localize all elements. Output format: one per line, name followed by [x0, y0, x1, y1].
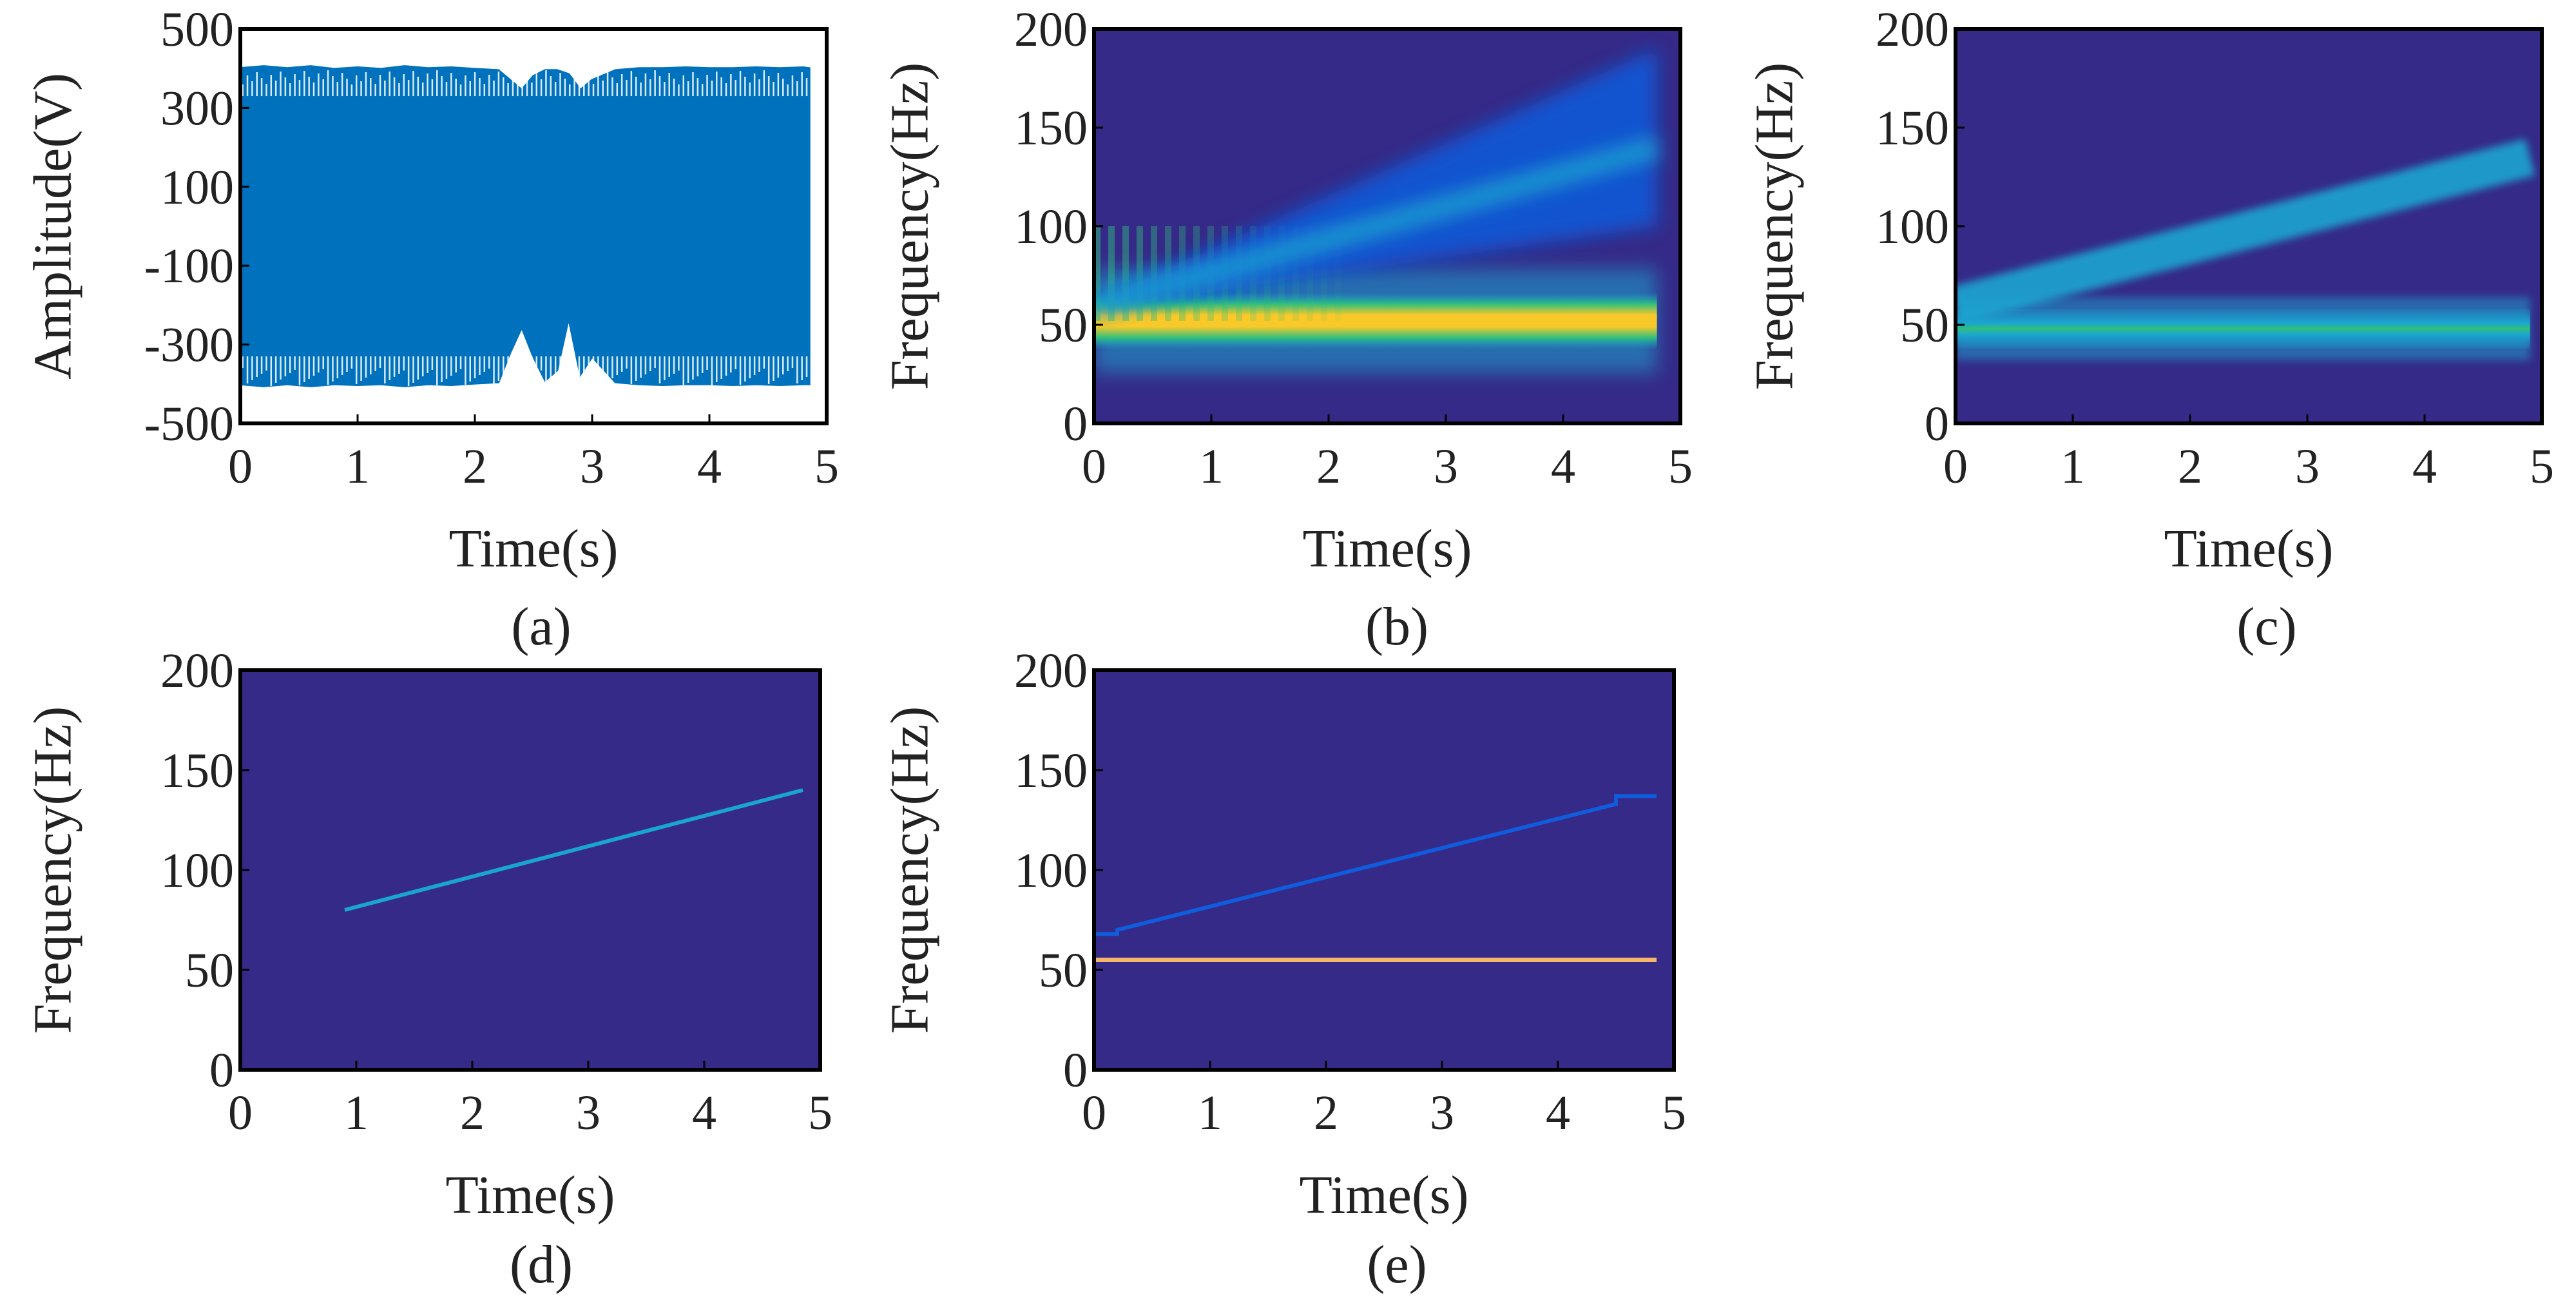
- axes-frame: [238, 27, 829, 425]
- y-tick-label: -300: [144, 318, 234, 372]
- x-tick-label: 5: [814, 440, 839, 494]
- fundamental-band: [1956, 309, 2530, 349]
- x-tick-label: 4: [1551, 440, 1575, 494]
- x-tick-label: 0: [1943, 440, 1968, 494]
- y-tick-label: 0: [1063, 1043, 1088, 1097]
- plot-area-e: [1094, 670, 1674, 1070]
- x-tick-label: 4: [1546, 1086, 1570, 1140]
- x-tick-label: 5: [2530, 440, 2554, 494]
- x-tick-label: 2: [2178, 440, 2202, 494]
- y-axis-label: Frequency(Hz): [879, 706, 939, 1034]
- x-tick-label: 0: [228, 1086, 253, 1140]
- x-tick-label: 3: [576, 1086, 601, 1140]
- plot-area-a: [240, 29, 827, 423]
- x-tick-label: 4: [692, 1086, 716, 1140]
- panel-label-c: (c): [2236, 597, 2296, 657]
- y-tick-label: 0: [1925, 397, 1949, 451]
- fundamental-ripple: [1094, 226, 1101, 321]
- y-tick-label: -100: [144, 239, 234, 293]
- x-tick-label: 1: [1198, 1086, 1222, 1140]
- y-tick-label: 0: [1063, 397, 1088, 451]
- panel-b: 0 1 2 3 4 5050100150200Time(s)Frequency(Hz)(b…: [879, 3, 1693, 657]
- fundamental-ripple: [1137, 226, 1143, 321]
- plot-area-b: [1094, 29, 1680, 423]
- x-tick-label: 5: [1668, 440, 1693, 494]
- x-axis-label: Time(s): [449, 519, 619, 579]
- y-tick-label: -500: [144, 397, 234, 451]
- x-tick-label: 1: [2061, 440, 2085, 494]
- fundamental-ripple: [1335, 226, 1341, 321]
- y-tick-label: 500: [160, 3, 234, 57]
- y-tick-label: 200: [1876, 3, 1949, 57]
- y-tick-label: 50: [185, 943, 234, 998]
- fundamental-ripple: [1151, 226, 1157, 321]
- y-tick-label: 50: [1039, 298, 1088, 353]
- panel-label-a: (a): [511, 597, 571, 657]
- x-axis-label: Time(s): [1300, 1165, 1469, 1225]
- x-axis-label: Time(s): [2164, 519, 2334, 579]
- panel-label-d: (d): [510, 1235, 573, 1295]
- y-tick-label: 150: [160, 744, 234, 798]
- panel-d: 0 1 2 3 4 5050100150200Time(s)Frequency(Hz)(d…: [23, 644, 832, 1295]
- x-tick-label: 5: [808, 1086, 832, 1140]
- y-tick-label: 150: [1014, 101, 1088, 155]
- chirp-spread: [1094, 48, 1657, 309]
- panel-c: 0 1 2 3 4 5050100150200Time(s)Frequency(Hz)(c…: [1744, 3, 2554, 657]
- y-axis-label: Frequency(Hz): [1744, 63, 1804, 390]
- y-axis-label: Amplitude(V): [23, 73, 82, 380]
- y-axis-label: Frequency(Hz): [879, 63, 939, 390]
- y-tick-label: 200: [1014, 3, 1088, 57]
- x-tick-label: 2: [1314, 1086, 1338, 1140]
- map-background: [1094, 670, 1674, 1070]
- y-tick-label: 50: [1039, 943, 1088, 998]
- x-tick-label: 3: [2295, 440, 2320, 494]
- x-tick-label: 0: [228, 440, 253, 494]
- x-tick-label: 3: [1434, 440, 1458, 494]
- x-tick-label: 0: [1082, 440, 1106, 494]
- chirp-ridge: [1094, 137, 1660, 316]
- x-axis-label: Time(s): [446, 1165, 615, 1225]
- y-tick-label: 100: [160, 160, 234, 215]
- panel-a: 0 1 2 3 4 5 -500 -300 -100 100 300 500 Time(s) Amplit…: [23, 3, 839, 657]
- y-tick-label: 150: [1014, 744, 1088, 798]
- y-tick-label: 200: [160, 644, 234, 698]
- panel-label-b: (b): [1365, 597, 1428, 657]
- map-background: [240, 670, 820, 1070]
- x-tick-label: 3: [1430, 1086, 1454, 1140]
- y-tick-label: 0: [209, 1043, 234, 1097]
- y-tick-label: 100: [1014, 200, 1088, 254]
- y-tick-label: 50: [1900, 298, 1949, 353]
- y-tick-label: 150: [1876, 101, 1949, 155]
- x-tick-label: 4: [2412, 440, 2437, 494]
- x-tick-label: 1: [344, 1086, 369, 1140]
- y-tick-label: 300: [160, 81, 234, 135]
- y-tick-label: 100: [1014, 844, 1088, 898]
- y-tick-label: 100: [160, 844, 234, 898]
- plot-area-d: [240, 670, 820, 1070]
- x-tick-label: 1: [345, 440, 370, 494]
- fundamental-ripple: [1122, 226, 1129, 321]
- y-tick-label: 200: [1014, 644, 1088, 698]
- x-tick-label: 5: [1662, 1086, 1686, 1140]
- fundamental-band: [1094, 292, 1657, 349]
- x-tick-label: 2: [460, 1086, 485, 1140]
- x-tick-label: 3: [580, 440, 604, 494]
- panel-label-e: (e): [1367, 1235, 1427, 1295]
- y-axis-label: Frequency(Hz): [23, 706, 82, 1034]
- chirp-line: [344, 788, 803, 912]
- x-tick-label: 1: [1199, 440, 1224, 494]
- y-tick-label: 100: [1876, 200, 1949, 254]
- panel-e: 0 1 2 3 4 5050100150200Time(s)Frequency(Hz)(e…: [879, 644, 1686, 1295]
- plot-area-c: [1956, 29, 2542, 423]
- x-tick-label: 2: [463, 440, 487, 494]
- x-tick-label: 2: [1316, 440, 1341, 494]
- x-tick-label: 0: [1082, 1086, 1106, 1140]
- chirp-line: [1094, 794, 1657, 936]
- fundamental-ripple: [1108, 226, 1115, 321]
- x-tick-label: 4: [697, 440, 722, 494]
- chirp-ridge: [1956, 139, 2535, 324]
- x-axis-label: Time(s): [1303, 519, 1472, 579]
- waveform-series-0: [240, 65, 811, 387]
